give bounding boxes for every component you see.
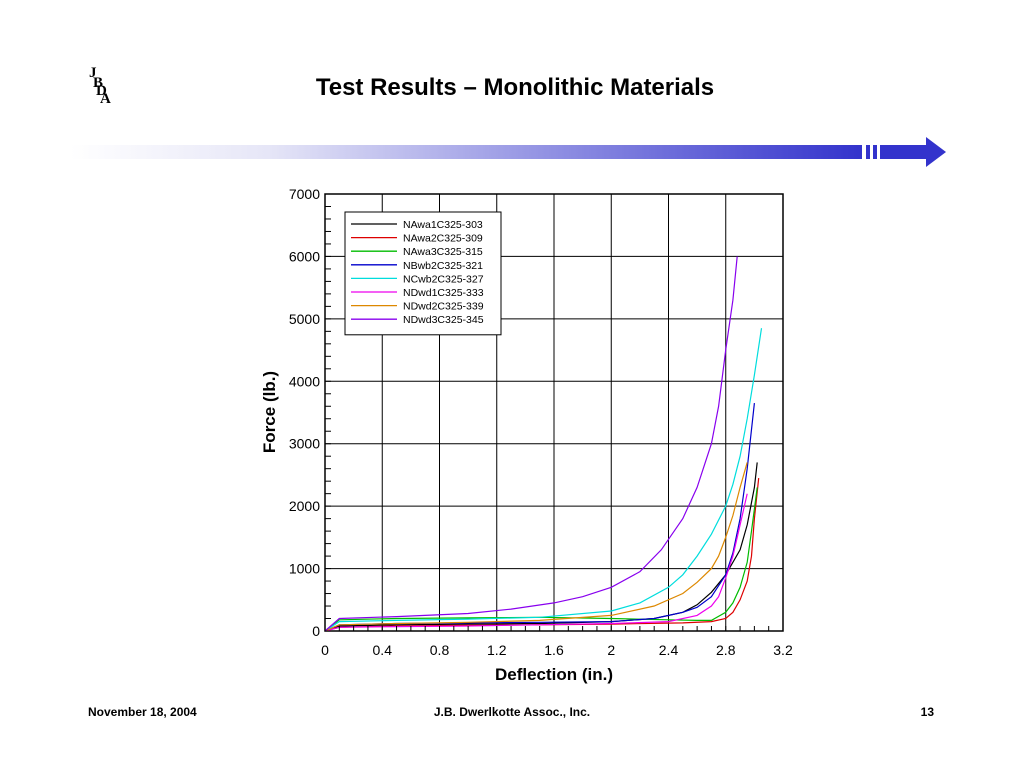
footer-page-number: 13: [920, 705, 934, 719]
series-line: [324, 487, 758, 632]
footer-company: J.B. Dwerlkotte Assoc., Inc.: [433, 705, 591, 719]
banner-arrow: [70, 137, 946, 167]
x-tick-label: 2.8: [716, 642, 736, 658]
legend-label: NAwa2C325-309: [403, 233, 483, 245]
legend-label: NDwd3C325-345: [403, 314, 484, 326]
banner-stripe-2: [873, 145, 877, 159]
force-deflection-chart: 0 0.4 0.8 1.2 1.6 2 2.4 2.8 3.2 0 1000 2000 3000 400…: [260, 186, 793, 684]
series-line: [324, 256, 738, 632]
x-tick-labels: 0 0.4 0.8 1.2 1.6 2 2.4 2.8 3.2: [321, 642, 793, 658]
y-tick-label: 3000: [289, 436, 320, 452]
legend-label: NDwd2C325-339: [403, 301, 484, 313]
y-tick-label: 2000: [289, 498, 320, 514]
y-tick-label: 1000: [289, 561, 320, 577]
footer-date: November 18, 2004: [88, 705, 197, 719]
y-tick-label: 4000: [289, 373, 320, 389]
legend-box: [344, 211, 502, 336]
y-tick-label: 0: [312, 623, 320, 639]
x-tick-label: 0.8: [430, 642, 450, 658]
legend-label: NBwb2C325-321: [403, 260, 483, 272]
x-tick-label: 2.4: [659, 642, 679, 658]
x-tick-label: 3.2: [773, 642, 793, 658]
y-tick-label: 7000: [289, 186, 320, 202]
series-line: [324, 462, 748, 632]
banner-stripe-1: [866, 145, 870, 159]
company-logo: J B D A: [89, 65, 111, 107]
series-line: [324, 328, 763, 632]
banner-arrowhead: [926, 137, 946, 167]
legend-label: NAwa3C325-315: [403, 246, 483, 258]
x-tick-label: 2: [607, 642, 615, 658]
legend-label: NDwd1C325-333: [403, 287, 484, 299]
y-tick-label: 6000: [289, 248, 320, 264]
y-tick-labels: 0 1000 2000 3000 4000 5000 6000 7000: [289, 186, 320, 639]
series-line: [324, 478, 760, 632]
banner-bar: [70, 145, 862, 159]
y-tick-label: 5000: [289, 311, 320, 327]
series-lines: [324, 256, 763, 632]
slide-title: Test Results – Monolithic Materials: [315, 74, 715, 101]
series-line: [324, 493, 748, 632]
banner-arrow-shaft: [880, 145, 928, 159]
x-axis-label: Deflection (in.): [495, 665, 613, 684]
y-axis-label: Force (lb.): [260, 371, 279, 453]
legend-label: NAwa1C325-303: [403, 219, 483, 231]
x-tick-label: 1.2: [487, 642, 507, 658]
x-tick-label: 0: [321, 642, 329, 658]
x-tick-label: 0.4: [373, 642, 393, 658]
x-tick-label: 1.6: [544, 642, 564, 658]
legend-label: NCwb2C325-327: [403, 273, 484, 285]
axis-ticks: [324, 193, 784, 632]
